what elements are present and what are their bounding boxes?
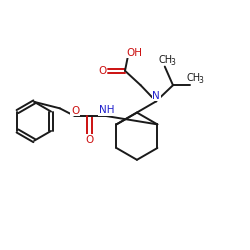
Text: O: O [98,66,107,76]
Text: CH: CH [159,54,173,64]
Text: OH: OH [127,48,143,58]
Text: 3: 3 [199,76,203,85]
Text: 3: 3 [171,58,176,66]
Text: N: N [152,91,160,101]
Text: O: O [85,135,94,145]
Text: NH: NH [99,105,114,115]
Text: CH: CH [186,73,201,83]
Text: O: O [71,106,79,116]
